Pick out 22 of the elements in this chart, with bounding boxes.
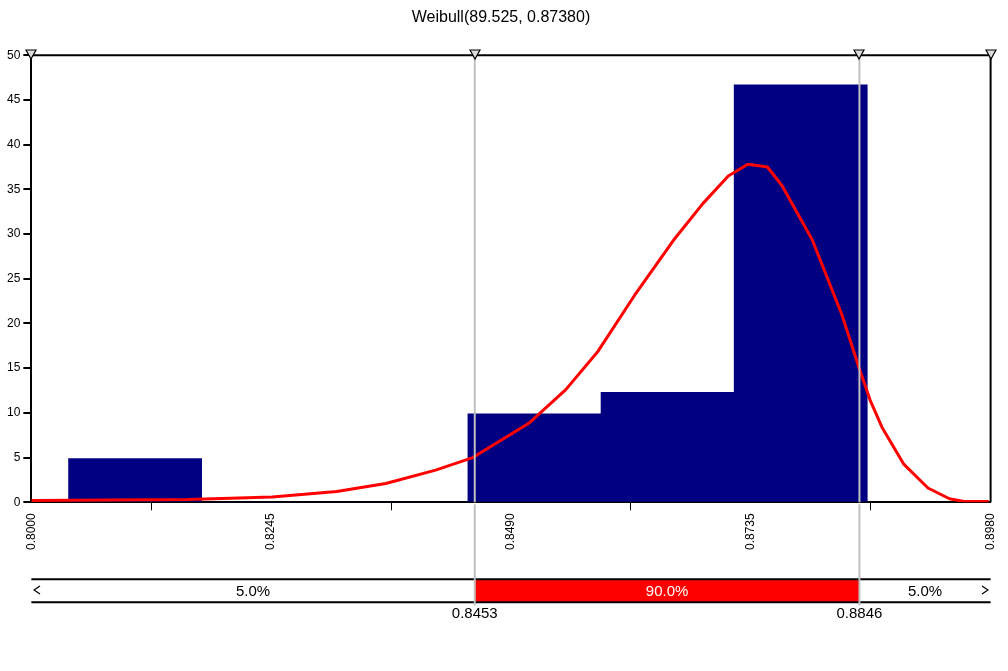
y-tick-label: 5: [13, 449, 21, 464]
y-tick-label: 35: [6, 181, 21, 196]
x-tick-label: 0.8490: [503, 512, 518, 550]
text: 5.0%: [907, 581, 943, 599]
y-tick-label: 0: [13, 494, 21, 509]
ref-line-label: 0.8453: [451, 603, 498, 621]
x-tick-label: 0.8735: [743, 512, 758, 550]
text: 90.0%: [645, 581, 689, 599]
x-tick-label: 0.8000: [23, 512, 38, 550]
y-tick-label: 50: [6, 47, 21, 62]
chart-title: Weibull(89.525, 0.87380): [411, 8, 591, 26]
y-tick-label: 40: [6, 136, 21, 151]
y-tick-label: 15: [6, 360, 21, 375]
text: 5.0%: [235, 581, 271, 599]
y-tick-label: 45: [6, 92, 21, 107]
y-tick-label: 30: [6, 226, 21, 241]
y-tick-label: 25: [6, 271, 21, 286]
x-tick-label: 0.8980: [982, 512, 997, 550]
y-tick-label: 10: [6, 405, 21, 420]
y-tick-label: 20: [6, 315, 21, 330]
x-tick-label: 0.8245: [263, 512, 278, 550]
ref-line-label: 0.8846: [836, 603, 883, 621]
